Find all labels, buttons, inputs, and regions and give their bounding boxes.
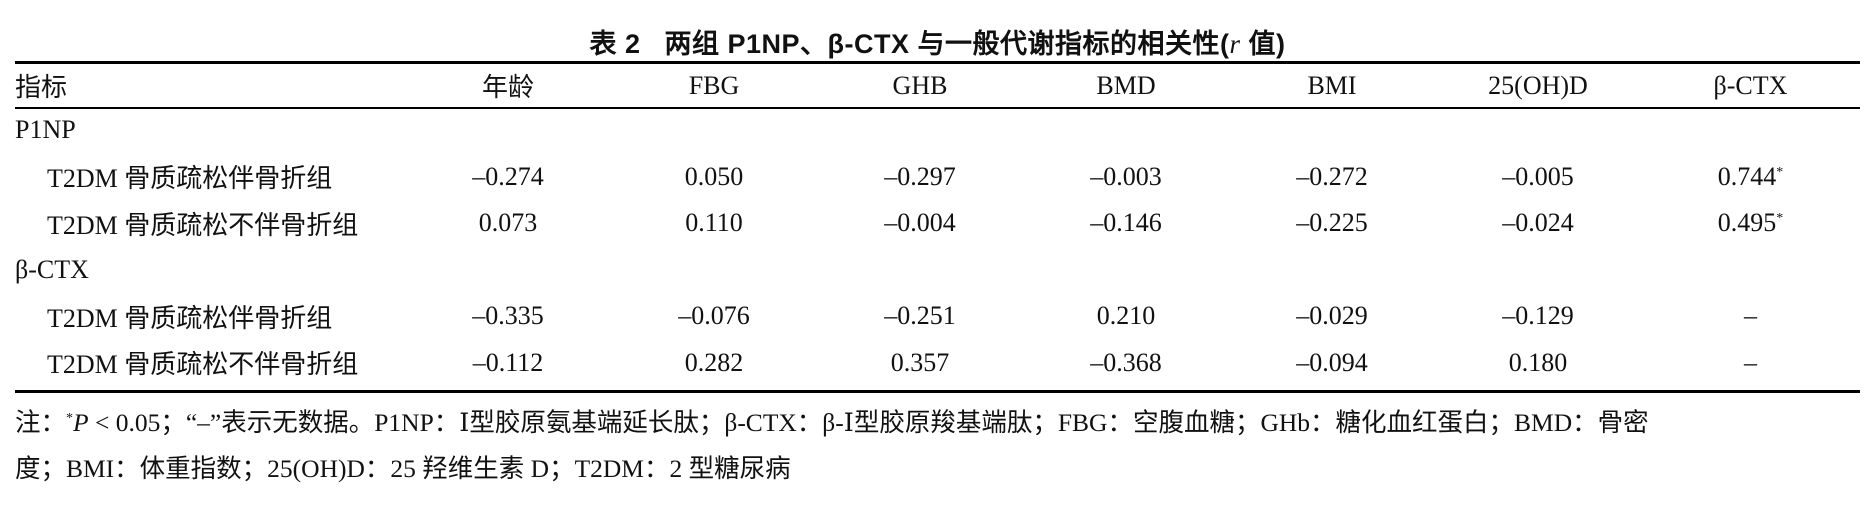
cell-value: 0.110 bbox=[685, 208, 743, 238]
row-label: T2DM 骨质疏松伴骨折组 bbox=[47, 303, 333, 333]
cell-value: –0.029 bbox=[1296, 301, 1368, 331]
r-symbol: r bbox=[1229, 29, 1241, 59]
table-cell: –0.274 bbox=[405, 154, 611, 201]
cell-value: –0.274 bbox=[472, 161, 544, 191]
significance-mark: * bbox=[1776, 211, 1784, 227]
cell-value: –0.112 bbox=[472, 347, 544, 377]
significance-mark: * bbox=[1776, 164, 1784, 180]
group-label: β-CTX bbox=[15, 254, 89, 284]
table-cell: 0.744* bbox=[1641, 154, 1860, 201]
caption-tail: r 值) bbox=[1230, 29, 1286, 59]
group-row: P1NP bbox=[15, 107, 1860, 154]
table-body: P1NP T2DM 骨质疏松伴骨折组 –0.274 0.050 –0.297 –0.003… bbox=[15, 107, 1860, 386]
table-cell: –0.146 bbox=[1023, 200, 1229, 247]
table-cell: –0.076 bbox=[611, 293, 817, 340]
cell-value: –0.146 bbox=[1090, 208, 1162, 238]
table-row: T2DM 骨质疏松不伴骨折组 0.073 0.110 –0.004 –0.146 –0.2… bbox=[15, 200, 1860, 247]
table-row: T2DM 骨质疏松伴骨折组 –0.274 0.050 –0.297 –0.003 –0.2… bbox=[15, 154, 1860, 201]
row-label: T2DM 骨质疏松不伴骨折组 bbox=[47, 350, 359, 380]
group-row: β-CTX bbox=[15, 247, 1860, 294]
cell-value: 0.282 bbox=[684, 347, 744, 377]
note-star: * bbox=[66, 411, 74, 426]
note-prefix: 注： bbox=[15, 408, 67, 437]
table-row: T2DM 骨质疏松不伴骨折组 –0.112 0.282 0.357 –0.368 –0.0… bbox=[15, 340, 1860, 387]
cell-value: –0.004 bbox=[884, 208, 956, 238]
cell-value: –0.335 bbox=[472, 301, 544, 331]
table-cell: –0.335 bbox=[405, 293, 611, 340]
table-number: 表 2 bbox=[589, 29, 641, 59]
table-cell: –0.024 bbox=[1435, 200, 1641, 247]
table-cell: –0.094 bbox=[1229, 340, 1435, 387]
cell-value: 0.050 bbox=[684, 161, 744, 191]
column-header: BMI bbox=[1307, 70, 1357, 100]
cell-value: – bbox=[1744, 347, 1757, 377]
table-row: T2DM 骨质疏松伴骨折组 –0.335 –0.076 –0.251 0.210 –0.0… bbox=[15, 293, 1860, 340]
cell-value: –0.368 bbox=[1090, 347, 1162, 377]
table-cell: –0.225 bbox=[1229, 200, 1435, 247]
table-cell: – bbox=[1641, 293, 1860, 340]
column-header: FBG bbox=[688, 70, 740, 100]
note-text-line2: 度；BMI：体重指数；25(OH)D：25 羟维生素 D；T2DM：2 型糖尿病 bbox=[15, 454, 791, 483]
table-cell: –0.368 bbox=[1023, 340, 1229, 387]
column-header: 25(OH)D bbox=[1488, 70, 1588, 100]
table-title: 两组 P1NP、β-CTX 与一般代谢指标的相关性( bbox=[664, 29, 1230, 59]
note-text-line1: < 0.05；“–”表示无数据。P1NP：Ⅰ型胶原氨基端延长肽；β-CTX：β-… bbox=[88, 408, 1649, 437]
table-cell: –0.129 bbox=[1435, 293, 1641, 340]
cell-value: –0.094 bbox=[1296, 347, 1368, 377]
table-cell: 0.282 bbox=[611, 340, 817, 387]
cell-value: 0.073 bbox=[478, 208, 538, 238]
top-rule bbox=[15, 61, 1860, 64]
cell-value: 0.744 bbox=[1717, 161, 1777, 191]
table-cell: 0.495* bbox=[1641, 200, 1860, 247]
table-cell: –0.297 bbox=[817, 154, 1023, 201]
column-header: β-CTX bbox=[1713, 70, 1788, 100]
cell-value: 0.357 bbox=[890, 347, 950, 377]
table-cell: –0.003 bbox=[1023, 154, 1229, 201]
column-header: BMD bbox=[1096, 70, 1156, 100]
table-cell: 0.073 bbox=[405, 200, 611, 247]
bottom-rule bbox=[15, 390, 1860, 393]
correlation-table: 指标 年龄 FBG GHB BMD BMI 25(OH)D β-CTX P1NP T2DM 骨质… bbox=[15, 64, 1860, 386]
cell-value: 0.180 bbox=[1508, 347, 1568, 377]
cell-value: – bbox=[1744, 301, 1757, 331]
table-header: 指标 年龄 FBG GHB BMD BMI 25(OH)D β-CTX bbox=[15, 64, 1860, 107]
cell-value: –0.297 bbox=[884, 161, 956, 191]
caption-suffix: 值) bbox=[1240, 29, 1286, 59]
table-cell: 0.210 bbox=[1023, 293, 1229, 340]
column-header: 年龄 bbox=[481, 73, 534, 102]
table-cell: 0.110 bbox=[611, 200, 817, 247]
cell-value: 0.495 bbox=[1717, 208, 1777, 238]
cell-value: –0.225 bbox=[1296, 208, 1368, 238]
row-label: T2DM 骨质疏松伴骨折组 bbox=[47, 164, 333, 194]
header-rule bbox=[15, 107, 1860, 109]
header-row: 指标 年龄 FBG GHB BMD BMI 25(OH)D β-CTX bbox=[15, 64, 1860, 107]
cell-value: –0.005 bbox=[1502, 161, 1574, 191]
cell-value: –0.251 bbox=[884, 301, 956, 331]
table-cell: –0.005 bbox=[1435, 154, 1641, 201]
table-cell: 0.050 bbox=[611, 154, 817, 201]
cell-value: –0.003 bbox=[1090, 161, 1162, 191]
table-cell: – bbox=[1641, 340, 1860, 387]
cell-value: –0.272 bbox=[1296, 161, 1368, 191]
table-cell: –0.272 bbox=[1229, 154, 1435, 201]
table-cell: –0.251 bbox=[817, 293, 1023, 340]
column-header: 指标 bbox=[15, 73, 68, 102]
column-header: GHB bbox=[892, 70, 948, 100]
row-label: T2DM 骨质疏松不伴骨折组 bbox=[47, 210, 359, 240]
note-p: P bbox=[73, 408, 89, 437]
cell-value: 0.210 bbox=[1096, 301, 1156, 331]
table-cell: –0.004 bbox=[817, 200, 1023, 247]
table-caption: 表 2 两组 P1NP、β-CTX 与一般代谢指标的相关性(r 值) bbox=[0, 22, 1875, 61]
cell-value: –0.076 bbox=[678, 301, 750, 331]
table-cell: –0.112 bbox=[405, 340, 611, 387]
cell-value: –0.024 bbox=[1502, 208, 1574, 238]
cell-value: –0.129 bbox=[1502, 301, 1574, 331]
table-cell: 0.180 bbox=[1435, 340, 1641, 387]
table-cell: 0.357 bbox=[817, 340, 1023, 387]
group-label: P1NP bbox=[15, 115, 76, 145]
table-footnote: 注：*P < 0.05；“–”表示无数据。P1NP：Ⅰ型胶原氨基端延长肽；β-C… bbox=[15, 400, 1860, 492]
table-cell: –0.029 bbox=[1229, 293, 1435, 340]
